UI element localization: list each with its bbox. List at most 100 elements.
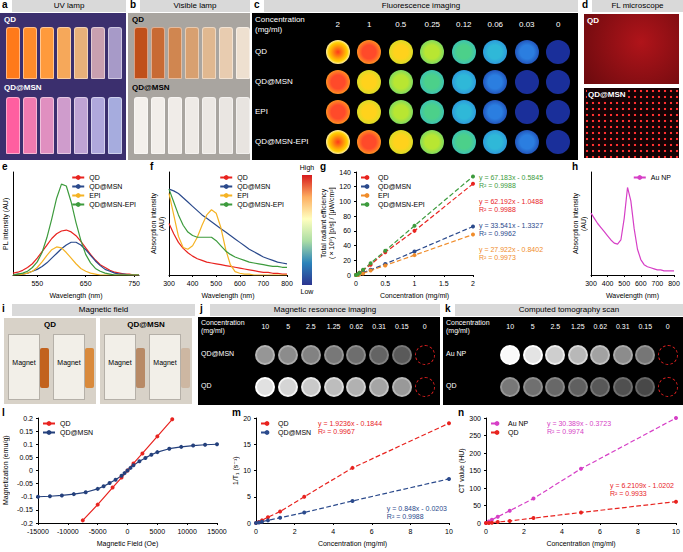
svg-text:120: 120 <box>339 183 351 190</box>
svg-text:8: 8 <box>636 528 640 535</box>
svg-text:-10000: -10000 <box>57 528 79 535</box>
svg-text:150: 150 <box>469 467 481 474</box>
svg-text:5000: 5000 <box>150 528 166 535</box>
svg-text:600: 600 <box>234 280 246 287</box>
svg-text:y = 0.848x - 0.0203: y = 0.848x - 0.0203 <box>387 505 447 513</box>
svg-text:QD@MSN: QD@MSN <box>60 429 93 437</box>
svg-text:-0.05: -0.05 <box>17 480 33 487</box>
svg-text:QD: QD <box>237 174 248 182</box>
svg-text:750: 750 <box>128 280 140 287</box>
svg-text:500: 500 <box>210 280 222 287</box>
svg-text:QD@MSN: QD@MSN <box>378 183 411 191</box>
svg-text:QD: QD <box>60 420 71 428</box>
svg-text:0: 0 <box>354 280 358 287</box>
svg-text:0: 0 <box>126 528 130 535</box>
svg-text:1.5: 1.5 <box>439 280 449 287</box>
svg-text:y = 27.922x - 0.8402: y = 27.922x - 0.8402 <box>479 246 543 254</box>
svg-text:y = 62.192x - 1.0488: y = 62.192x - 1.0488 <box>479 198 543 206</box>
svg-text:-0.1: -0.1 <box>21 493 33 500</box>
svg-text:0.05: 0.05 <box>19 454 33 461</box>
svg-text:QD@MSN-EPI: QD@MSN-EPI <box>237 201 284 209</box>
svg-text:50: 50 <box>473 502 481 509</box>
svg-text:10000: 10000 <box>177 528 197 535</box>
svg-text:Magnetic Field (Oe): Magnetic Field (Oe) <box>97 540 158 548</box>
svg-text:R² = 0.9962: R² = 0.9962 <box>479 230 516 237</box>
svg-text:500: 500 <box>618 280 630 287</box>
svg-text:80: 80 <box>343 213 351 220</box>
svg-text:-5000: -5000 <box>89 528 107 535</box>
svg-text:-0.2: -0.2 <box>21 520 33 527</box>
svg-text:800: 800 <box>668 280 680 287</box>
svg-text:-0.15: -0.15 <box>17 506 33 513</box>
svg-text:250: 250 <box>469 432 481 439</box>
svg-text:200: 200 <box>469 450 481 457</box>
svg-text:Concentration (mg/ml): Concentration (mg/ml) <box>318 540 387 548</box>
svg-text:10: 10 <box>445 528 453 535</box>
svg-text:6: 6 <box>598 528 602 535</box>
svg-text:0.15: 0.15 <box>19 428 33 435</box>
svg-text:-15000: -15000 <box>27 528 49 535</box>
svg-text:R² = 0.9988: R² = 0.9988 <box>479 206 516 213</box>
svg-text:100: 100 <box>469 485 481 492</box>
svg-text:140: 140 <box>339 169 351 176</box>
svg-text:Au NP: Au NP <box>508 420 529 427</box>
svg-text:10: 10 <box>243 467 251 474</box>
svg-text:Wavelength (nm): Wavelength (nm) <box>201 292 254 300</box>
svg-text:y = 67.183x - 0.5845: y = 67.183x - 0.5845 <box>479 174 543 182</box>
svg-text:15: 15 <box>243 441 251 448</box>
svg-text:Au NP: Au NP <box>651 174 672 181</box>
svg-text:QD@MSN-EPI: QD@MSN-EPI <box>378 201 425 209</box>
svg-text:R² = 0.9967: R² = 0.9967 <box>318 428 355 435</box>
svg-text:20: 20 <box>343 257 351 264</box>
svg-text:EPI: EPI <box>237 192 248 199</box>
svg-text:20: 20 <box>243 415 251 422</box>
svg-text:1: 1 <box>413 280 417 287</box>
svg-text:2: 2 <box>522 528 526 535</box>
svg-text:2: 2 <box>293 528 297 535</box>
svg-text:QD: QD <box>278 420 289 428</box>
svg-text:R² = 0.9973: R² = 0.9973 <box>479 254 516 261</box>
svg-text:400: 400 <box>602 280 614 287</box>
svg-text:R² = 0.9933: R² = 0.9933 <box>610 490 647 497</box>
svg-text:y = 1.9236x - 0.1844: y = 1.9236x - 0.1844 <box>318 420 382 428</box>
svg-text:6: 6 <box>370 528 374 535</box>
svg-text:EPI: EPI <box>378 192 389 199</box>
svg-text:300: 300 <box>469 415 481 422</box>
svg-text:15000: 15000 <box>207 528 227 535</box>
svg-text:0: 0 <box>477 520 481 527</box>
svg-text:300: 300 <box>163 280 175 287</box>
svg-text:4: 4 <box>560 528 564 535</box>
svg-text:100: 100 <box>339 198 351 205</box>
svg-text:0.2: 0.2 <box>23 415 33 422</box>
svg-text:0: 0 <box>347 272 351 279</box>
svg-text:QD@MSN: QD@MSN <box>89 183 122 191</box>
svg-text:400: 400 <box>187 280 199 287</box>
svg-text:0: 0 <box>254 528 258 535</box>
svg-text:QD: QD <box>508 429 519 437</box>
svg-text:4: 4 <box>331 528 335 535</box>
svg-text:2: 2 <box>471 280 475 287</box>
svg-text:0.5: 0.5 <box>380 280 390 287</box>
svg-text:Concentration (mg/ml): Concentration (mg/ml) <box>546 540 615 548</box>
svg-text:R² = 0.9988: R² = 0.9988 <box>479 182 516 189</box>
svg-text:650: 650 <box>80 280 92 287</box>
svg-text:8: 8 <box>408 528 412 535</box>
svg-text:550: 550 <box>31 280 43 287</box>
svg-text:40: 40 <box>343 242 351 249</box>
svg-text:0.1: 0.1 <box>23 441 33 448</box>
svg-text:QD: QD <box>89 174 100 182</box>
svg-text:5: 5 <box>247 493 251 500</box>
svg-text:10: 10 <box>672 528 680 535</box>
svg-text:0: 0 <box>247 520 251 527</box>
svg-text:QD@MSN: QD@MSN <box>278 429 311 437</box>
svg-text:60: 60 <box>343 227 351 234</box>
svg-text:800: 800 <box>281 280 293 287</box>
svg-text:y = 33.541x - 1.3327: y = 33.541x - 1.3327 <box>479 222 543 230</box>
svg-text:QD@MSN: QD@MSN <box>237 183 270 191</box>
svg-text:700: 700 <box>258 280 270 287</box>
svg-text:0: 0 <box>484 528 488 535</box>
svg-text:700: 700 <box>652 280 664 287</box>
svg-text:R² = 0.9988: R² = 0.9988 <box>387 513 424 520</box>
svg-text:600: 600 <box>635 280 647 287</box>
svg-text:y = 6.2109x - 1.0202: y = 6.2109x - 1.0202 <box>610 482 674 490</box>
